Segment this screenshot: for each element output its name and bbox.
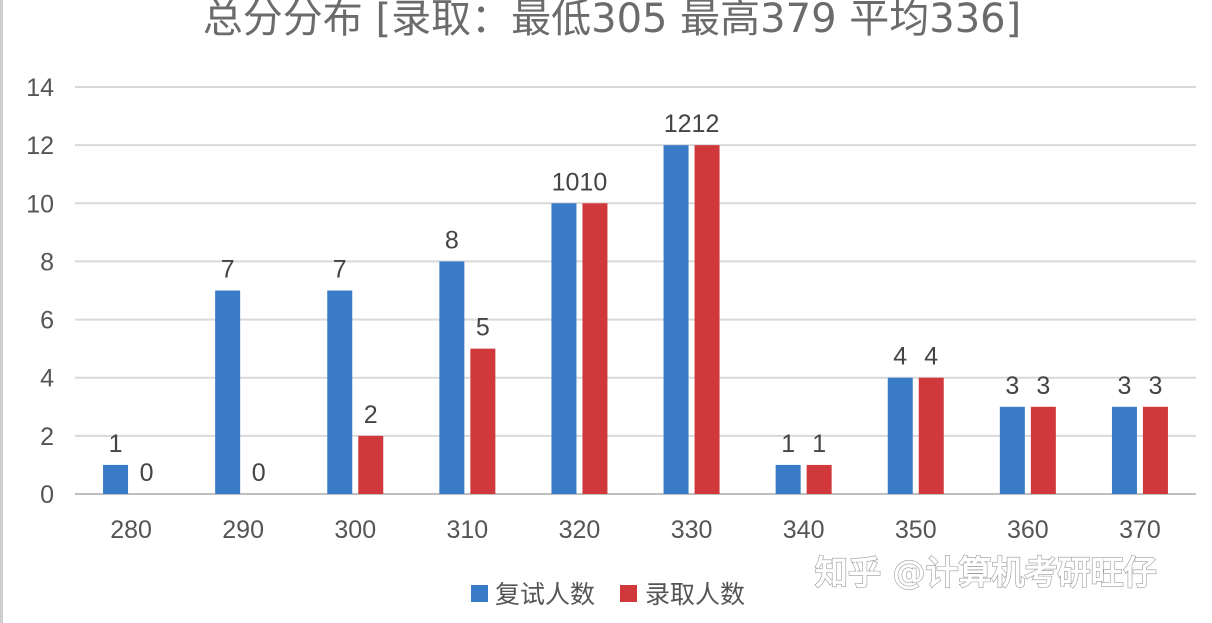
chart-title: 总分分布 [录取：最低305 最高379 平均336] (203, 0, 1021, 42)
x-tick-label: 290 (222, 516, 264, 544)
y-tick-label: 14 (26, 74, 54, 102)
data-label: 3 (1117, 372, 1131, 400)
bar-retest-280 (103, 464, 129, 494)
bar-admitted-350 (918, 377, 944, 494)
bar-retest-370 (1111, 406, 1137, 494)
grid-lines (75, 86, 1196, 495)
bar-retest-350 (887, 377, 913, 494)
legend-label-series-2: 录取人数 (645, 580, 745, 609)
y-tick-label: 4 (40, 365, 54, 393)
data-label: 4 (893, 343, 907, 371)
x-tick-label: 360 (1007, 516, 1049, 544)
data-label: 1212 (664, 110, 720, 138)
y-tick-label: 2 (40, 423, 54, 451)
x-tick-label: 300 (334, 516, 376, 544)
data-label: 2 (364, 401, 378, 429)
bar-retest-310 (439, 261, 465, 494)
x-tick-label: 310 (446, 516, 488, 544)
bars (103, 145, 1168, 495)
x-tick-label: 280 (110, 516, 152, 544)
bar-admitted-340 (806, 464, 832, 494)
x-tick-label: 350 (895, 516, 937, 544)
bar-retest-360 (999, 406, 1025, 494)
data-label: 1 (812, 430, 826, 458)
legend-label-series-1: 复试人数 (495, 580, 595, 609)
bar-retest-340 (775, 464, 801, 494)
data-label: 0 (252, 459, 266, 487)
bar-admitted-370 (1142, 406, 1168, 494)
bar-admitted-300 (358, 435, 384, 494)
bar-admitted-310 (470, 348, 496, 494)
bar-retest-290 (215, 290, 241, 494)
watermark: 知乎 @计算机考研旺仔 (815, 553, 1157, 592)
data-label: 1010 (552, 168, 608, 196)
x-tick-label: 340 (783, 516, 825, 544)
bar-admitted-320 (582, 203, 608, 495)
data-label: 1 (109, 430, 123, 458)
data-label: 7 (221, 256, 235, 284)
data-label: 3 (1005, 372, 1019, 400)
x-tick-label: 330 (671, 516, 713, 544)
data-label: 3 (1148, 372, 1162, 400)
data-label: 5 (476, 314, 490, 342)
y-tick-label: 12 (26, 132, 54, 160)
y-tick-label: 10 (26, 190, 54, 218)
legend-swatch-series-1 (471, 585, 488, 602)
y-tick-label: 0 (40, 481, 54, 509)
data-label: 8 (445, 226, 459, 254)
x-tick-label: 320 (559, 516, 601, 544)
data-label: 1 (781, 430, 795, 458)
legend: 复试人数 录取人数 (471, 580, 745, 609)
bar-retest-320 (551, 203, 577, 495)
left-edge-border (0, 0, 3, 623)
data-label: 3 (1036, 372, 1050, 400)
data-label: 0 (140, 459, 154, 487)
y-axis: 0 2 4 6 8 10 12 14 (26, 74, 54, 509)
y-tick-label: 6 (40, 307, 54, 335)
bar-retest-300 (327, 290, 353, 494)
y-tick-label: 8 (40, 248, 54, 276)
bar-retest-330 (663, 145, 689, 494)
data-label: 4 (924, 343, 938, 371)
x-tick-label: 370 (1119, 516, 1161, 544)
legend-swatch-series-2 (620, 585, 637, 602)
data-label: 7 (333, 256, 347, 284)
bar-admitted-330 (694, 145, 720, 494)
x-axis: 280 290 300 310 320 330 340 350 360 370 (110, 516, 1161, 544)
bar-admitted-360 (1030, 406, 1056, 494)
